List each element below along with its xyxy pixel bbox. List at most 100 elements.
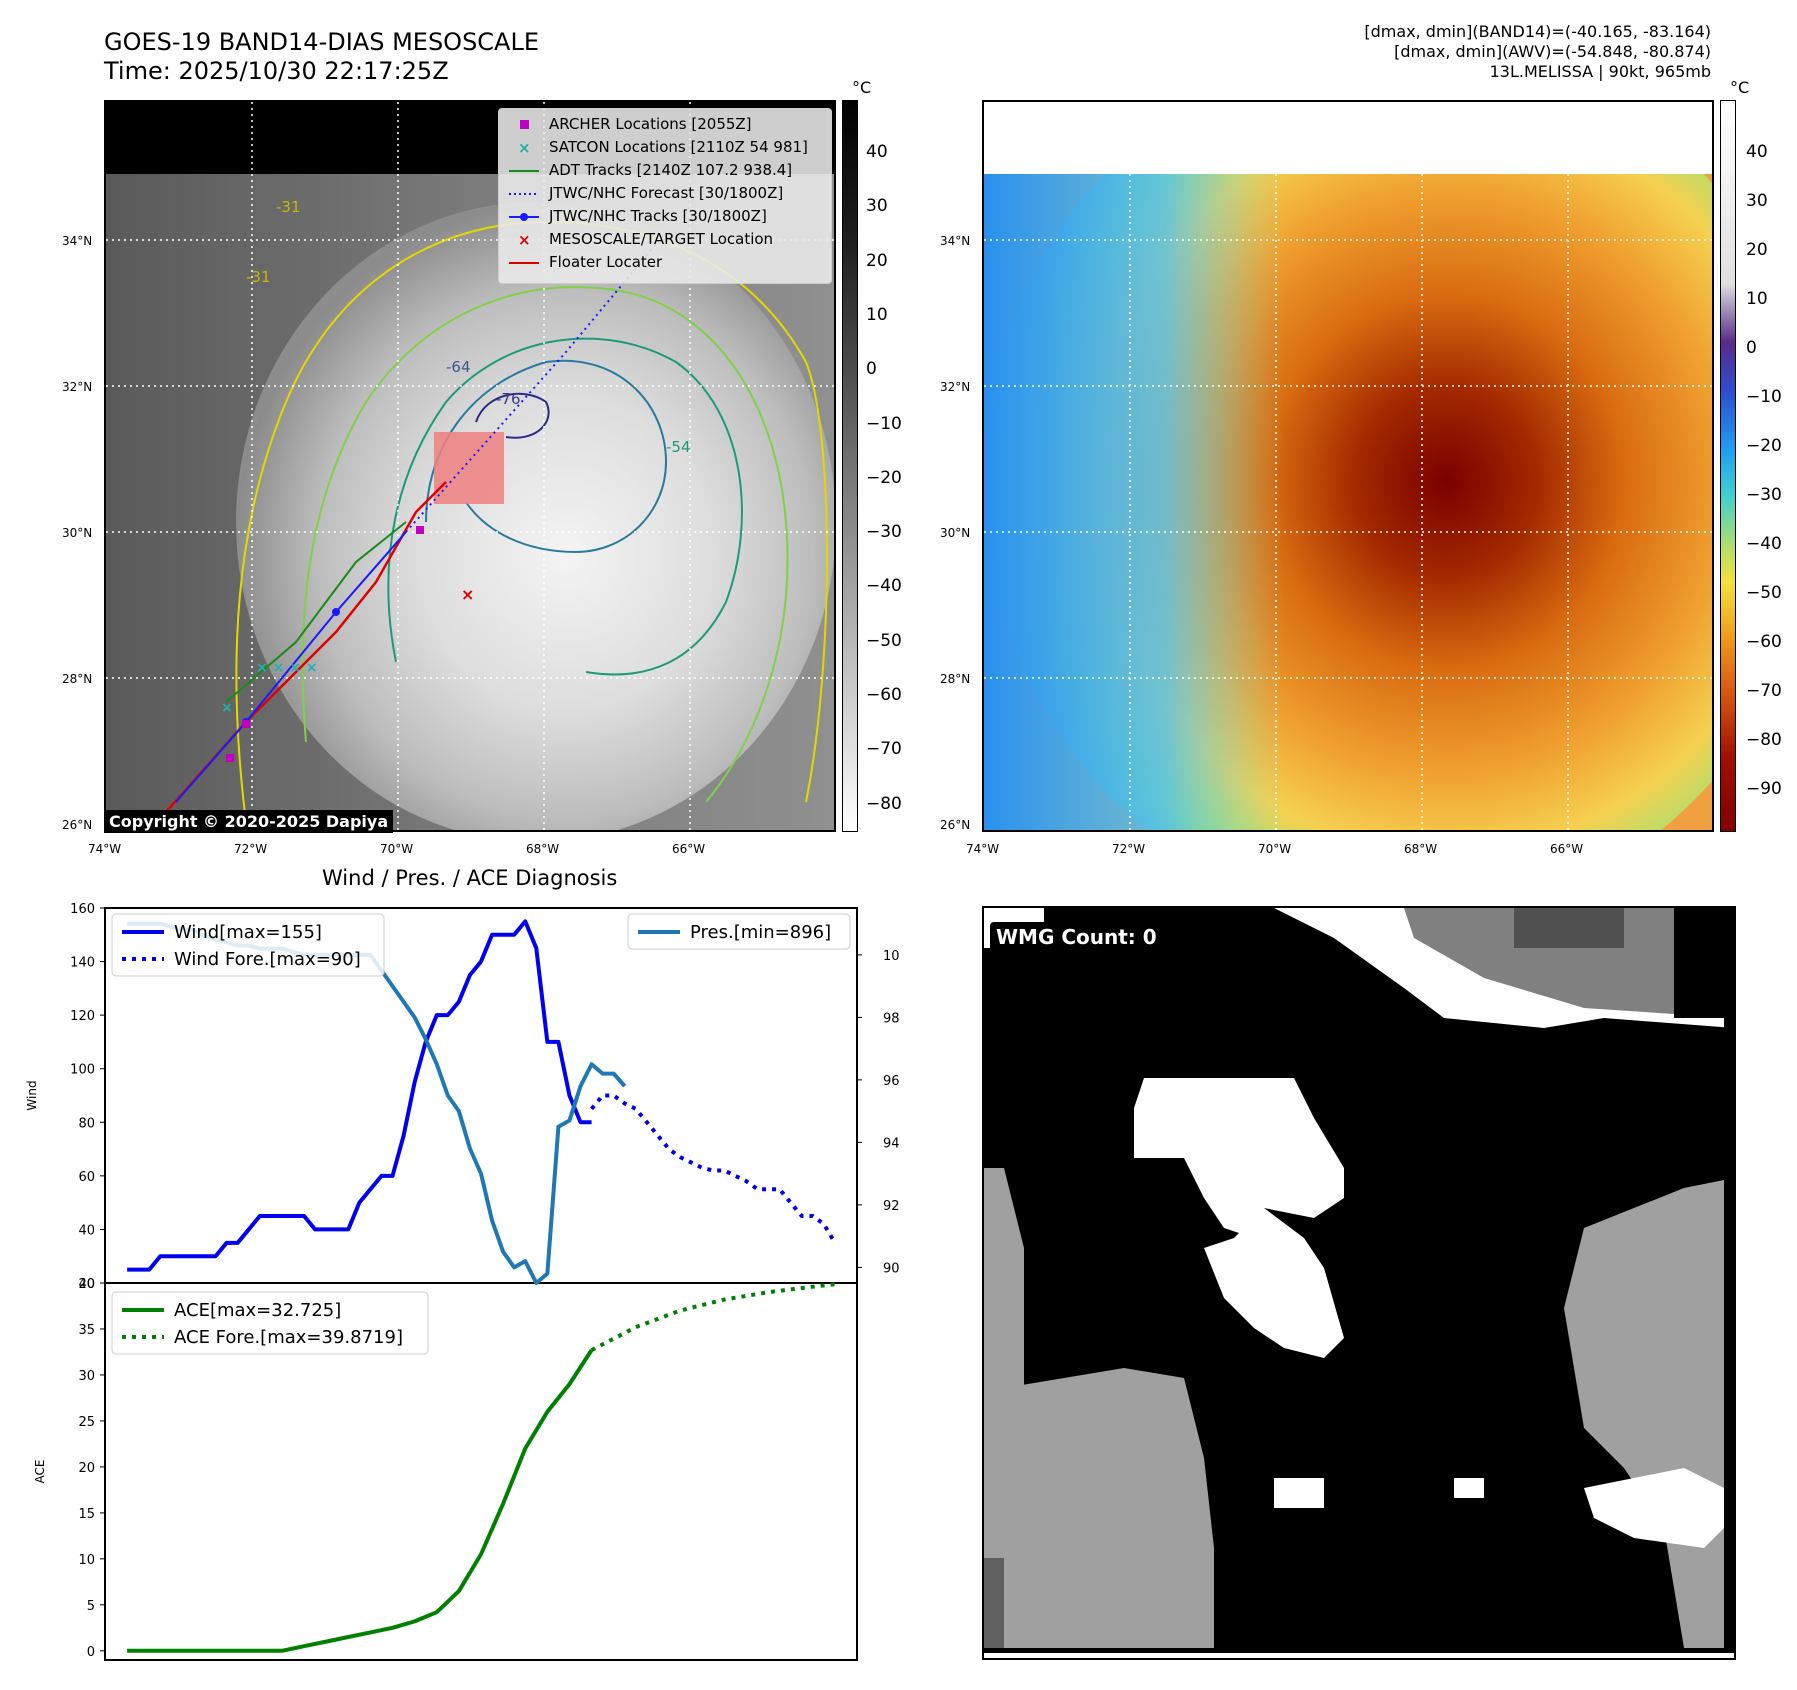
y-right-tick-label: 960 bbox=[883, 1074, 900, 1089]
ace-tick-label: 5 bbox=[87, 1599, 95, 1614]
lon-tick: 72°W bbox=[1112, 842, 1146, 856]
copyright-label: Copyright © 2020-2025 Dapiya bbox=[104, 810, 394, 833]
line-dot-icon bbox=[509, 213, 539, 221]
contour-label: -31 bbox=[276, 198, 301, 216]
lon-tick: 74°W bbox=[88, 842, 122, 856]
series-line-2 bbox=[127, 921, 627, 1285]
adt-track bbox=[225, 521, 407, 703]
colorbar-tick: −90 bbox=[1746, 779, 1782, 799]
legend-label: Wind Fore.[max=90] bbox=[174, 949, 361, 970]
y-right-tick-label: 980 bbox=[883, 1011, 900, 1026]
y-right-tick-label: 900 bbox=[883, 1261, 900, 1276]
colorbar-tick: −10 bbox=[1746, 387, 1782, 407]
jtwc-forecast-track bbox=[405, 231, 667, 533]
ace-tick-label: 25 bbox=[78, 1415, 95, 1430]
awv-map-panel bbox=[982, 100, 1714, 832]
colorbar-tick: 30 bbox=[1746, 191, 1768, 211]
svg-text:×: × bbox=[461, 585, 474, 604]
lat-tick: 32°N bbox=[62, 380, 93, 394]
lon-tick: 72°W bbox=[234, 842, 268, 856]
lon-tick: 66°W bbox=[672, 842, 706, 856]
ace-tick-label: 0 bbox=[87, 1645, 95, 1660]
ace-axis-label: ACE bbox=[33, 1460, 47, 1484]
series-line-1 bbox=[590, 1093, 837, 1244]
chart-legend bbox=[111, 913, 385, 977]
series-line-0 bbox=[127, 919, 592, 1272]
y-tick-label: 40 bbox=[78, 1223, 95, 1238]
wmg-count-badge: WMG Count: 0 bbox=[990, 922, 1163, 952]
lat-tick: 34°N bbox=[940, 234, 971, 248]
square-marker-icon bbox=[520, 120, 529, 129]
y-tick-label: 160 bbox=[70, 902, 95, 917]
x-marker-icon: × bbox=[518, 139, 531, 157]
bottom-axes-frame bbox=[104, 1282, 858, 1661]
colorbar-tick: 20 bbox=[866, 250, 888, 271]
colorbar-tick: 40 bbox=[866, 142, 888, 162]
svg-text:×: × bbox=[518, 139, 531, 157]
ace-series-line-0 bbox=[127, 1349, 594, 1653]
lat-tick: 32°N bbox=[940, 380, 971, 394]
lat-tick: 30°N bbox=[940, 526, 971, 540]
colorbar-unit: °C bbox=[852, 78, 872, 97]
ir-map-panel: -64 -76 -54 -31 -31 × × × × × × ARCHER L… bbox=[104, 100, 836, 832]
colorbar-tick: −50 bbox=[1746, 583, 1782, 603]
lat-tick: 34°N bbox=[62, 234, 93, 248]
svg-text:×: × bbox=[221, 700, 233, 716]
colorbar-tick: −40 bbox=[866, 576, 902, 597]
svg-text:×: × bbox=[518, 231, 531, 249]
colorbar-tick: −50 bbox=[866, 630, 902, 651]
contour-label: -31 bbox=[246, 268, 271, 286]
awv-map-image bbox=[984, 102, 1712, 830]
title-line-2: Time: 2025/10/30 22:17:25Z bbox=[104, 57, 449, 85]
y-tick-label: 120 bbox=[70, 1009, 95, 1024]
ir-colorbar bbox=[842, 100, 858, 832]
lat-tick: 30°N bbox=[62, 526, 93, 540]
wmg-image bbox=[984, 908, 1734, 1658]
wind-pressure-ace-chart: 2040608010012014016090092094096098010000… bbox=[25, 902, 900, 1661]
lon-tick: 68°W bbox=[526, 842, 560, 856]
contour-label: -76 bbox=[496, 390, 521, 408]
y-tick-label: 20 bbox=[78, 1277, 95, 1292]
colorbar-tick: −10 bbox=[866, 413, 902, 434]
dotted-line-icon bbox=[509, 193, 539, 195]
contour-label: -54 bbox=[666, 438, 691, 456]
legend-label: Wind[max=155] bbox=[174, 922, 322, 943]
wmg-panel bbox=[982, 906, 1736, 1660]
colorbar-tick: −70 bbox=[866, 739, 902, 760]
legend-label: Pres.[min=896] bbox=[690, 922, 831, 943]
colorbar-tick: −30 bbox=[866, 522, 902, 543]
legend-label: ACE Fore.[max=39.8719] bbox=[174, 1327, 403, 1348]
lon-tick: 70°W bbox=[380, 842, 414, 856]
stats-block: [dmax, dmin](BAND14)=(-40.165, -83.164) … bbox=[1364, 22, 1711, 82]
colorbar-unit: °C bbox=[1730, 78, 1750, 97]
floater-target-box bbox=[434, 432, 504, 504]
colorbar-tick: −80 bbox=[1746, 730, 1782, 750]
y-tick-label: 80 bbox=[78, 1116, 95, 1131]
ace-series-line-1 bbox=[590, 1282, 836, 1352]
y-tick-label: 100 bbox=[70, 1063, 95, 1078]
y-right-tick-label: 920 bbox=[883, 1199, 900, 1214]
chart-legend bbox=[111, 1291, 429, 1355]
colorbar-tick: 30 bbox=[866, 196, 888, 217]
colorbar-tick: 40 bbox=[1746, 142, 1768, 162]
colorbar-tick: −80 bbox=[866, 793, 902, 814]
y-tick-label: 60 bbox=[78, 1170, 95, 1185]
wind-axis-label: Wind bbox=[25, 1080, 39, 1110]
lon-tick: 68°W bbox=[1404, 842, 1438, 856]
y-right-tick-label: 940 bbox=[883, 1136, 900, 1151]
line-icon bbox=[509, 170, 539, 172]
lat-tick: 26°N bbox=[940, 818, 971, 832]
colorbar-tick: −20 bbox=[866, 467, 902, 488]
colorbar-tick: −30 bbox=[1746, 485, 1782, 505]
y-tick-label: 140 bbox=[70, 956, 95, 971]
ace-tick-label: 10 bbox=[78, 1553, 95, 1568]
lat-tick: 28°N bbox=[940, 672, 971, 686]
colorbar-tick: 10 bbox=[866, 304, 888, 325]
chart-legend bbox=[627, 913, 851, 950]
stats-line-3: 13L.MELISSA | 90kt, 965mb bbox=[1489, 62, 1711, 81]
ace-tick-label: 20 bbox=[78, 1461, 95, 1476]
ace-tick-label: 15 bbox=[78, 1507, 95, 1522]
awv-colorbar bbox=[1720, 100, 1736, 832]
diagnosis-title: Wind / Pres. / ACE Diagnosis bbox=[322, 866, 618, 890]
line-icon bbox=[509, 262, 539, 264]
